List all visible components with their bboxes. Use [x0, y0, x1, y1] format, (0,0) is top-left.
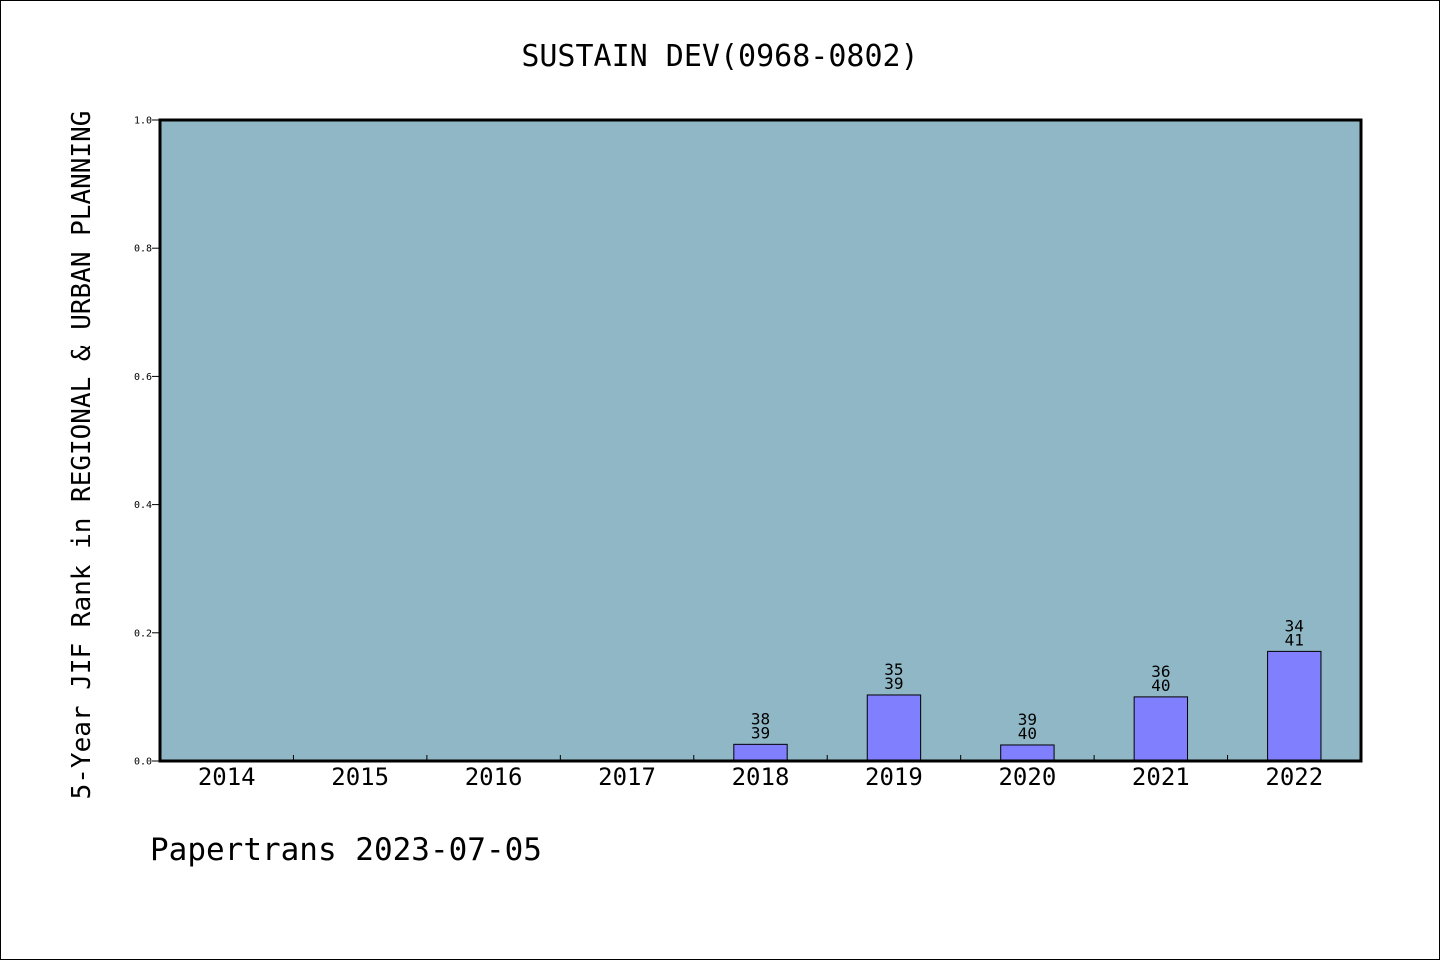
bar-rank-label: 39: [1018, 710, 1037, 729]
chart-title: SUSTAIN DEV(0968-0802): [521, 39, 918, 74]
x-tick-label: 2022: [1265, 763, 1323, 791]
chart-marks: 0.0 0.2 0.4 0.6 0.8 1.0 2014 2015 2016 2017 2018 20…: [134, 116, 1323, 792]
x-tick-label: 2017: [598, 763, 656, 791]
plot-border: [158, 118, 1363, 763]
bar-rank-label: 34: [1285, 616, 1304, 635]
y-axis-label: 5-Year JIF Rank in REGIONAL & URBAN PLAN…: [67, 111, 97, 800]
bar: [1000, 744, 1055, 762]
plot-area: [160, 120, 1361, 761]
y-tick-label: 0.6: [134, 372, 152, 383]
y-tick-label: 0.8: [134, 244, 152, 255]
x-tick-label: 2016: [465, 763, 523, 791]
bar: [866, 694, 922, 762]
y-tick-label: 1.0: [134, 116, 152, 127]
bar-total-label: 40: [1018, 724, 1037, 743]
bar-rank-label: 38: [751, 709, 770, 728]
bar: [1267, 650, 1322, 762]
x-tick-label: 2019: [865, 763, 923, 791]
y-tick-label: 0.2: [134, 628, 152, 639]
y-tick-label: 0.4: [134, 500, 152, 511]
bar-rank-label: 36: [1151, 662, 1170, 681]
x-tick-label: 2018: [732, 763, 790, 791]
x-tick-label: 2014: [198, 763, 256, 791]
bar: [1133, 696, 1189, 762]
footer-credit: Papertrans 2023-07-05: [150, 832, 542, 868]
x-tick-label: 2020: [998, 763, 1056, 791]
x-tick-label: 2015: [331, 763, 389, 791]
bar-total-label: 41: [1285, 630, 1304, 649]
bar: [733, 743, 788, 762]
bar-total-label: 39: [884, 674, 903, 693]
bar-total-label: 40: [1151, 676, 1170, 695]
bar-total-label: 39: [751, 723, 770, 742]
y-tick-label: 0.0: [134, 757, 152, 768]
bar-rank-label: 35: [884, 660, 903, 679]
x-tick-label: 2021: [1132, 763, 1190, 791]
